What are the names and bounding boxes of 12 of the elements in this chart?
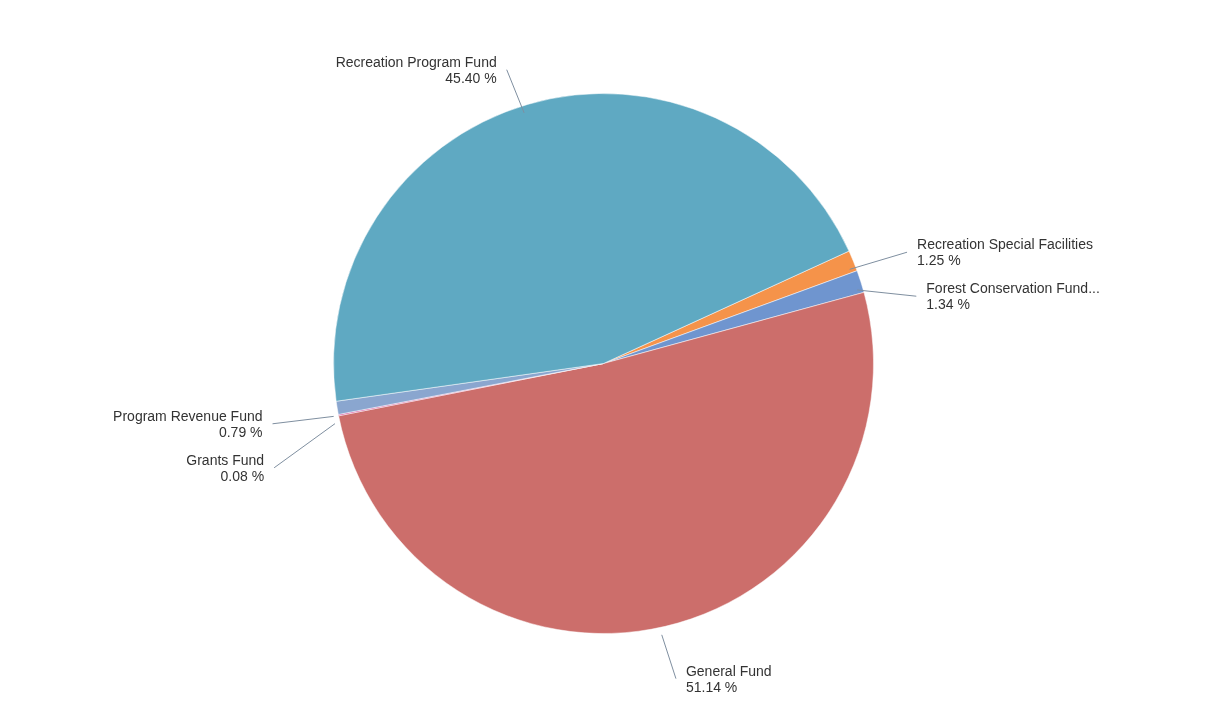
slice-label: General Fund [685, 662, 772, 679]
data-label: 1.25 % [917, 252, 961, 269]
data-label: 1.34 % [926, 296, 970, 313]
data-label: 0.08 % [220, 467, 265, 484]
data-label: 45.40 % [445, 69, 497, 86]
slice-label: Recreation Program Fund [335, 53, 497, 70]
data-label: 51.14 % [685, 678, 738, 695]
slice-label: Grants Fund [186, 451, 265, 468]
slice-label: Forest Conservation Fund... [926, 280, 1100, 297]
slice-label: Program Revenue Fund [113, 407, 263, 424]
slice-label: Recreation Special Facilities [917, 236, 1093, 253]
data-label: 0.79 % [218, 423, 263, 440]
